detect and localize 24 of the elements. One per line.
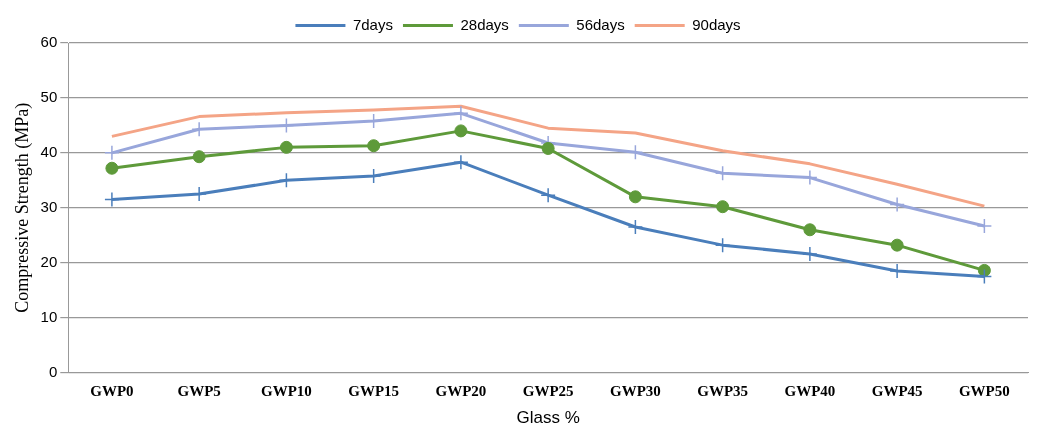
legend-label: 90days bbox=[692, 15, 741, 33]
legend-label: 28days bbox=[460, 15, 509, 33]
y-axis-title: Compressive Strength (MPa) bbox=[11, 102, 33, 313]
x-tick-label: GWP50 bbox=[958, 383, 1010, 400]
legend-label: 56days bbox=[576, 15, 625, 33]
y-tick-label: 40 bbox=[40, 143, 58, 161]
x-tick-label: GWP35 bbox=[697, 383, 749, 400]
y-tick-label: 50 bbox=[40, 88, 58, 106]
x-tick-label: GWP15 bbox=[348, 383, 400, 400]
y-tick-label: 30 bbox=[40, 197, 58, 215]
y-tick-label: 20 bbox=[40, 252, 58, 270]
x-axis-title: Glass % bbox=[516, 408, 580, 428]
y-tick-label: 60 bbox=[40, 33, 58, 51]
legend-label: 7days bbox=[352, 15, 393, 33]
x-tick-label: GWP10 bbox=[260, 383, 312, 400]
x-tick-label: GWP30 bbox=[609, 383, 661, 400]
y-tick-label: 0 bbox=[48, 362, 58, 380]
x-tick-label: GWP40 bbox=[784, 383, 836, 400]
x-tick-label: GWP25 bbox=[522, 383, 574, 400]
x-tick-label: GWP5 bbox=[177, 383, 221, 400]
x-tick-label: GWP20 bbox=[435, 383, 487, 400]
x-tick-label: GWP0 bbox=[90, 383, 134, 400]
x-tick-label: GWP45 bbox=[871, 383, 923, 400]
y-tick-label: 10 bbox=[40, 307, 58, 325]
